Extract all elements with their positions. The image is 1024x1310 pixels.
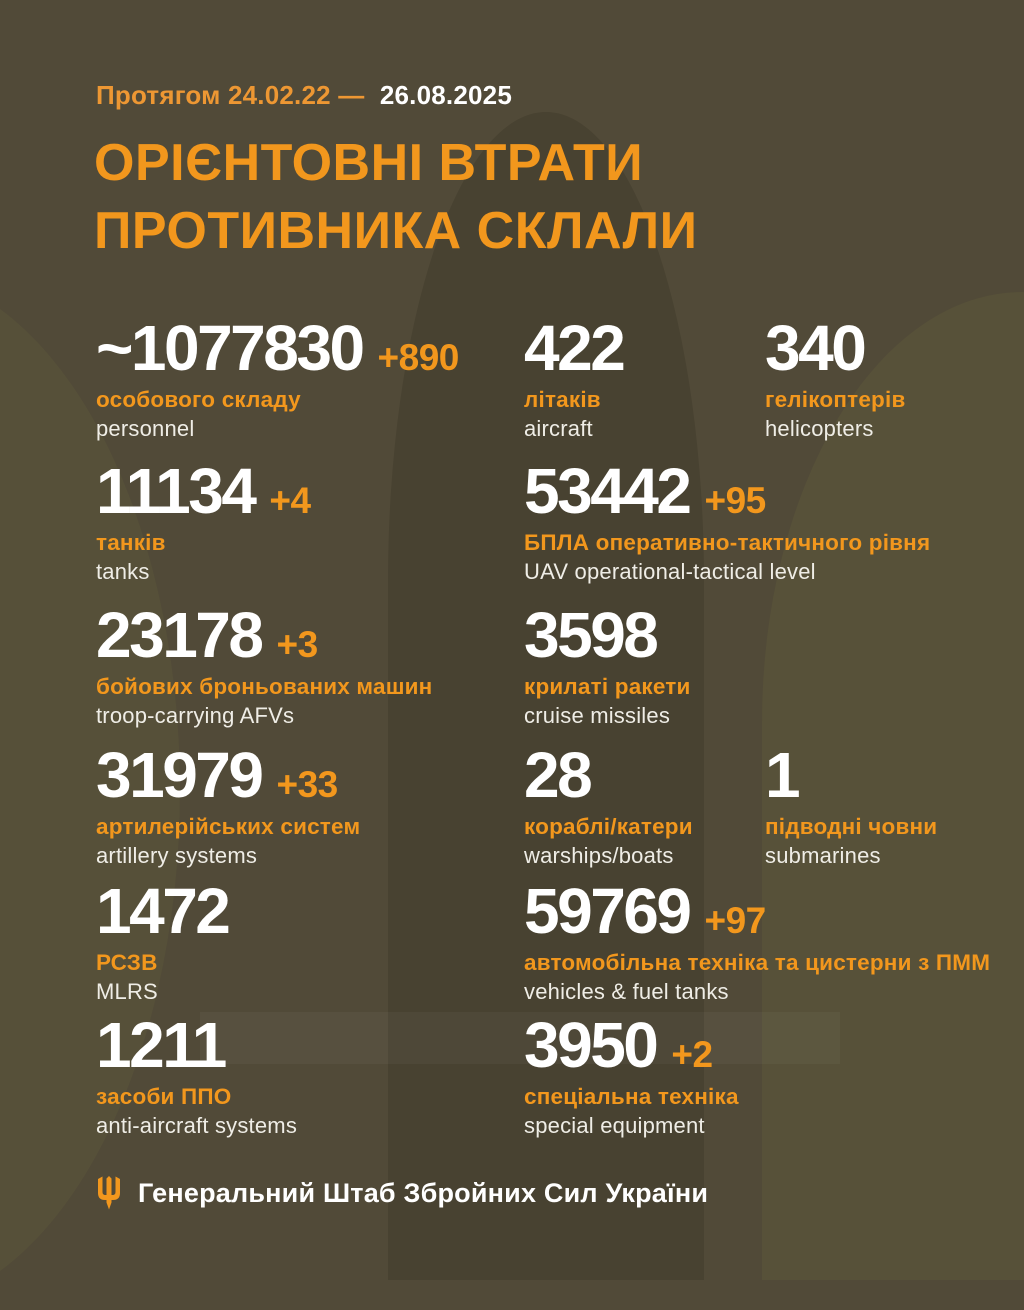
stat-value: 3598 xyxy=(524,599,659,671)
stat-value: 3950 xyxy=(524,1009,659,1081)
stat-tanks: 11134 +4 танків tanks xyxy=(96,459,311,585)
stat-label-uk: спеціальна техніка xyxy=(524,1084,739,1109)
stat-label-uk: РСЗВ xyxy=(96,950,158,975)
stat-mlrs: 1472 РСЗВ MLRS xyxy=(96,879,243,1005)
stat-warships: 28 кораблі/катери warships/boats xyxy=(524,743,693,869)
stat-label-uk: автомобільна техніка та цистерни з ПММ xyxy=(524,950,991,975)
stat-value: 1472 xyxy=(96,875,231,947)
stat-helicopters: 340 гелікоптерів helicopters xyxy=(765,316,906,442)
stat-label-uk: літаків xyxy=(524,387,601,412)
stat-label-en: submarines xyxy=(765,843,881,868)
stat-label-en: warships/boats xyxy=(524,843,674,868)
stat-uav: 53442 +95 БПЛА оперативно-тактичного рівн… xyxy=(524,459,930,585)
stat-label-en: personnel xyxy=(96,416,195,441)
stat-delta: +890 xyxy=(377,337,460,378)
stat-value: 23178 xyxy=(96,599,264,671)
stat-artillery: 31979 +33 артилерійських систем artillery… xyxy=(96,743,360,869)
stat-value: 340 xyxy=(765,312,867,384)
stat-label-uk: БПЛА оперативно-тактичного рівня xyxy=(524,530,931,555)
stat-label-en: aircraft xyxy=(524,416,593,441)
stat-label-en: tanks xyxy=(96,559,150,584)
stat-submarines: 1 підводні човни submarines xyxy=(765,743,937,869)
stat-label-en: UAV operational-tactical level xyxy=(524,559,816,584)
stat-value: 1211 xyxy=(96,1009,227,1081)
stat-label-uk: танків xyxy=(96,530,166,555)
stat-label-en: helicopters xyxy=(765,416,874,441)
stat-aircraft: 422 літаків aircraft xyxy=(524,316,638,442)
stat-label-en: troop-carrying AFVs xyxy=(96,703,295,728)
stat-label-uk: підводні човни xyxy=(765,814,938,839)
stat-afv: 23178 +3 бойових броньованих машин troop-… xyxy=(96,603,432,729)
stat-label-en: MLRS xyxy=(96,979,158,1004)
stat-label-uk: бойових броньованих машин xyxy=(96,674,433,699)
stat-vehicles: 59769 +97 автомобільна техніка та цистерн… xyxy=(524,879,990,1005)
stat-special-equipment: 3950 +2 спеціальна техніка special equipm… xyxy=(524,1013,739,1139)
stat-delta: +2 xyxy=(671,1034,713,1075)
period-prefix: Протягом 24.02.22 — xyxy=(96,80,365,110)
period-line: Протягом 24.02.22 — 26.08.2025 xyxy=(96,80,512,111)
tryzub-trident-icon xyxy=(98,1176,120,1210)
stat-label-en: cruise missiles xyxy=(524,703,671,728)
stat-value: 53442 xyxy=(524,455,692,527)
page-title: ОРІЄНТОВНІ ВТРАТИ ПРОТИВНИКА СКЛАЛИ xyxy=(94,130,698,265)
stat-delta: +4 xyxy=(269,480,311,521)
footer: Генеральний Штаб Збройних Сил України xyxy=(96,1176,708,1210)
stat-value: 422 xyxy=(524,312,626,384)
stat-label-uk: артилерійських систем xyxy=(96,814,361,839)
stat-delta: +33 xyxy=(276,764,338,805)
stat-delta: +3 xyxy=(276,624,318,665)
stat-label-uk: крилаті ракети xyxy=(524,674,691,699)
period-date: 26.08.2025 xyxy=(379,80,512,110)
stat-value: 1 xyxy=(765,739,801,811)
stat-label-uk: гелікоптерів xyxy=(765,387,906,412)
stat-label-en: anti-aircraft systems xyxy=(96,1113,298,1138)
stat-label-en: special equipment xyxy=(524,1113,705,1138)
stat-label-en: artillery systems xyxy=(96,843,258,868)
stat-delta: +95 xyxy=(704,480,766,521)
stat-label-uk: особового складу xyxy=(96,387,301,412)
title-line-2: ПРОТИВНИКА СКЛАЛИ xyxy=(94,201,698,260)
stat-label-uk: засоби ППО xyxy=(96,1084,232,1109)
stat-label-en: vehicles & fuel tanks xyxy=(524,979,729,1004)
stat-label-uk: кораблі/катери xyxy=(524,814,693,839)
stat-value: ~1077830 xyxy=(96,312,365,384)
stat-personnel: ~1077830 +890 особового складу personnel xyxy=(96,316,459,442)
source-attribution: Генеральний Штаб Збройних Сил України xyxy=(138,1177,709,1208)
stat-value: 59769 xyxy=(524,875,692,947)
title-line-1: ОРІЄНТОВНІ ВТРАТИ xyxy=(94,134,644,192)
stat-value: 11134 xyxy=(96,455,257,527)
stat-value: 28 xyxy=(524,739,593,811)
stat-cruise-missiles: 3598 крилаті ракети cruise missiles xyxy=(524,603,691,729)
stat-value: 31979 xyxy=(96,739,264,811)
artillery-shell-silhouette-center xyxy=(388,112,704,1280)
stat-anti-aircraft: 1211 засоби ППО anti-aircraft systems xyxy=(96,1013,297,1139)
stat-delta: +97 xyxy=(704,900,766,941)
